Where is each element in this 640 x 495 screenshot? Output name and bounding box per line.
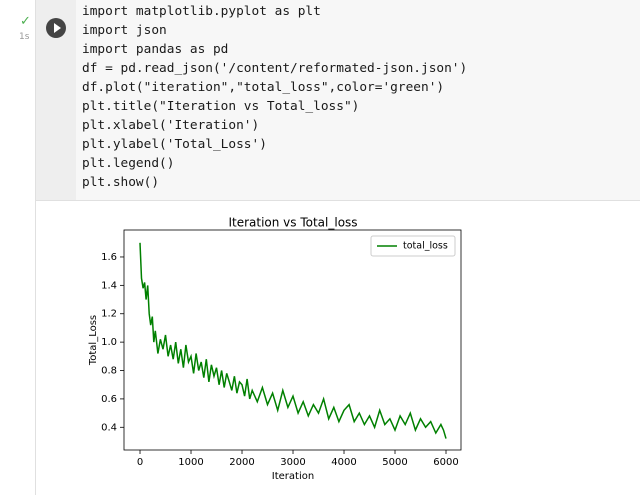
plot-frame	[123, 229, 462, 451]
code-line: plt.xlabel('Iteration')	[82, 118, 260, 133]
y-axis-label: Total_Loss	[88, 315, 99, 366]
y-tick-label: 0.8	[101, 366, 117, 377]
code-line: plt.title("Iteration vs Total_loss")	[82, 99, 360, 114]
y-tick-label: 0.6	[101, 394, 117, 405]
code-line: plt.ylabel('Total_Loss')	[82, 137, 267, 152]
code-line: df.plot("iteration","total_loss",color='…	[82, 80, 445, 95]
code-cell[interactable]	[76, 0, 640, 200]
chart-title: Iteration vs Total_loss	[228, 216, 357, 230]
code-line: import pandas as pd	[82, 42, 229, 57]
y-tick-label: 0.4	[101, 422, 117, 433]
x-tick-label: 6000	[433, 457, 458, 468]
y-tick-label: 1.2	[101, 309, 117, 320]
x-tick-label: 3000	[280, 457, 305, 468]
runtime: 1s	[19, 32, 30, 42]
x-tick-label: 0	[137, 457, 143, 468]
x-axis-label: Iteration	[272, 471, 314, 482]
code-line: import matplotlib.pyplot as plt	[82, 4, 321, 19]
run-button[interactable]	[46, 18, 66, 38]
code: import matplotlib.pyplot as plt import js…	[82, 2, 467, 192]
y-tick-label: 1.0	[101, 337, 117, 348]
y-tick-label: 1.6	[101, 252, 117, 263]
legend-box	[370, 235, 456, 257]
code-line: import json	[82, 23, 167, 38]
x-tick-label: 2000	[229, 457, 254, 468]
separator	[36, 200, 640, 201]
legend-label: total_loss	[403, 241, 448, 252]
divider	[35, 0, 36, 495]
series-line	[139, 242, 447, 439]
code-line: df = pd.read_json('/content/reformated-j…	[82, 61, 468, 76]
x-tick-label: 1000	[178, 457, 203, 468]
x-tick-label: 5000	[382, 457, 407, 468]
code-line: plt.legend()	[82, 156, 175, 171]
y-tick-label: 1.4	[101, 280, 117, 291]
code-line: plt.show()	[82, 175, 160, 190]
x-tick-label: 4000	[331, 457, 356, 468]
status-icon: ✓	[20, 14, 31, 29]
